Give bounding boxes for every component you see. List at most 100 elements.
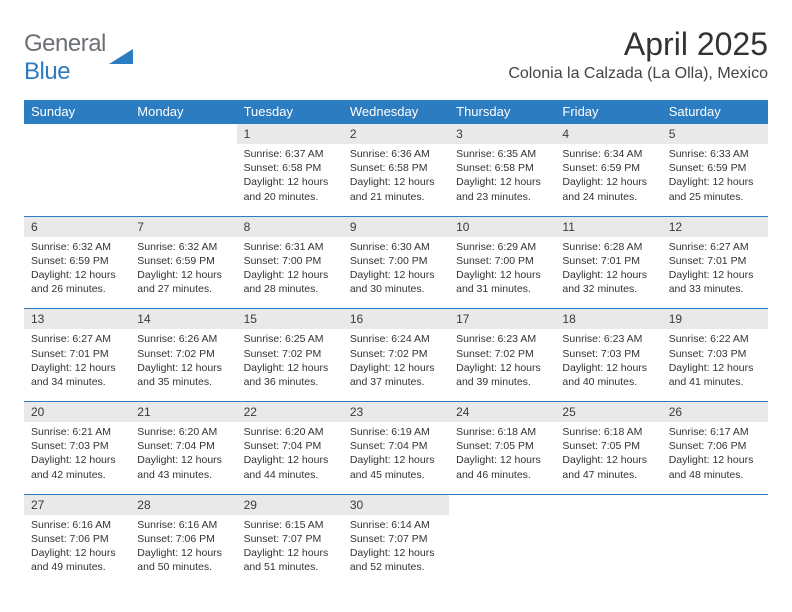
- day-number-cell: 12: [662, 216, 768, 237]
- daylight-line: Daylight: 12 hours and 30 minutes.: [350, 268, 442, 296]
- sunrise-line: Sunrise: 6:32 AM: [31, 240, 123, 254]
- day-content-cell: Sunrise: 6:23 AMSunset: 7:02 PMDaylight:…: [449, 329, 555, 401]
- daylight-line: Daylight: 12 hours and 45 minutes.: [350, 453, 442, 481]
- sunset-line: Sunset: 7:04 PM: [137, 439, 229, 453]
- sunrise-line: Sunrise: 6:32 AM: [137, 240, 229, 254]
- sunrise-line: Sunrise: 6:33 AM: [669, 147, 761, 161]
- day-content-cell: Sunrise: 6:31 AMSunset: 7:00 PMDaylight:…: [237, 237, 343, 309]
- daylight-line: Daylight: 12 hours and 28 minutes.: [244, 268, 336, 296]
- day-number-cell: 14: [130, 309, 236, 330]
- sunset-line: Sunset: 7:03 PM: [669, 347, 761, 361]
- daylight-line: Daylight: 12 hours and 50 minutes.: [137, 546, 229, 574]
- brand-part1: General: [24, 30, 106, 57]
- day-number-cell: 6: [24, 216, 130, 237]
- daylight-line: Daylight: 12 hours and 33 minutes.: [669, 268, 761, 296]
- day-content-cell: Sunrise: 6:26 AMSunset: 7:02 PMDaylight:…: [130, 329, 236, 401]
- title-block: April 2025 Colonia la Calzada (La Olla),…: [508, 26, 768, 83]
- sunrise-line: Sunrise: 6:35 AM: [456, 147, 548, 161]
- weekday-header: Monday: [130, 100, 236, 124]
- day-number-cell: 27: [24, 494, 130, 515]
- weekday-header: Saturday: [662, 100, 768, 124]
- daylight-line: Daylight: 12 hours and 41 minutes.: [669, 361, 761, 389]
- day-content-row: Sunrise: 6:16 AMSunset: 7:06 PMDaylight:…: [24, 515, 768, 587]
- daylight-line: Daylight: 12 hours and 48 minutes.: [669, 453, 761, 481]
- day-number-cell: 10: [449, 216, 555, 237]
- day-number-cell: 13: [24, 309, 130, 330]
- brand-triangle-icon: [109, 46, 135, 71]
- day-number-cell: 23: [343, 402, 449, 423]
- day-content-cell: [130, 144, 236, 216]
- sunrise-line: Sunrise: 6:19 AM: [350, 425, 442, 439]
- day-content-cell: Sunrise: 6:22 AMSunset: 7:03 PMDaylight:…: [662, 329, 768, 401]
- day-number-cell: [662, 494, 768, 515]
- day-content-cell: Sunrise: 6:18 AMSunset: 7:05 PMDaylight:…: [449, 422, 555, 494]
- day-number-cell: 2: [343, 124, 449, 145]
- calendar-body: 12345 Sunrise: 6:37 AMSunset: 6:58 PMDay…: [24, 124, 768, 587]
- daylight-line: Daylight: 12 hours and 34 minutes.: [31, 361, 123, 389]
- day-content-cell: Sunrise: 6:17 AMSunset: 7:06 PMDaylight:…: [662, 422, 768, 494]
- day-content-cell: Sunrise: 6:29 AMSunset: 7:00 PMDaylight:…: [449, 237, 555, 309]
- day-content-cell: Sunrise: 6:19 AMSunset: 7:04 PMDaylight:…: [343, 422, 449, 494]
- weekday-header: Friday: [555, 100, 661, 124]
- sunset-line: Sunset: 7:02 PM: [350, 347, 442, 361]
- day-content-cell: [662, 515, 768, 587]
- calendar-table: Sunday Monday Tuesday Wednesday Thursday…: [24, 100, 768, 586]
- daylight-line: Daylight: 12 hours and 47 minutes.: [562, 453, 654, 481]
- sunrise-line: Sunrise: 6:37 AM: [244, 147, 336, 161]
- sunset-line: Sunset: 7:01 PM: [562, 254, 654, 268]
- day-content-cell: Sunrise: 6:23 AMSunset: 7:03 PMDaylight:…: [555, 329, 661, 401]
- day-number-cell: [449, 494, 555, 515]
- daylight-line: Daylight: 12 hours and 36 minutes.: [244, 361, 336, 389]
- sunset-line: Sunset: 7:00 PM: [350, 254, 442, 268]
- day-content-cell: Sunrise: 6:36 AMSunset: 6:58 PMDaylight:…: [343, 144, 449, 216]
- sunset-line: Sunset: 6:58 PM: [244, 161, 336, 175]
- day-number-cell: [555, 494, 661, 515]
- sunrise-line: Sunrise: 6:27 AM: [31, 332, 123, 346]
- day-number-cell: [24, 124, 130, 145]
- sunrise-line: Sunrise: 6:21 AM: [31, 425, 123, 439]
- daylight-line: Daylight: 12 hours and 40 minutes.: [562, 361, 654, 389]
- sunset-line: Sunset: 7:03 PM: [31, 439, 123, 453]
- daylight-line: Daylight: 12 hours and 20 minutes.: [244, 175, 336, 203]
- sunrise-line: Sunrise: 6:20 AM: [244, 425, 336, 439]
- day-number-row: 27282930: [24, 494, 768, 515]
- sunrise-line: Sunrise: 6:24 AM: [350, 332, 442, 346]
- sunrise-line: Sunrise: 6:16 AM: [137, 518, 229, 532]
- day-number-cell: [130, 124, 236, 145]
- daylight-line: Daylight: 12 hours and 37 minutes.: [350, 361, 442, 389]
- day-number-cell: 25: [555, 402, 661, 423]
- header: General Blue April 2025 Colonia la Calza…: [24, 26, 768, 86]
- daylight-line: Daylight: 12 hours and 26 minutes.: [31, 268, 123, 296]
- brand-logo: General Blue: [24, 26, 135, 86]
- day-number-row: 20212223242526: [24, 402, 768, 423]
- day-content-cell: [555, 515, 661, 587]
- day-content-cell: Sunrise: 6:27 AMSunset: 7:01 PMDaylight:…: [24, 329, 130, 401]
- day-number-row: 6789101112: [24, 216, 768, 237]
- location-text: Colonia la Calzada (La Olla), Mexico: [508, 65, 768, 83]
- daylight-line: Daylight: 12 hours and 27 minutes.: [137, 268, 229, 296]
- day-content-cell: Sunrise: 6:24 AMSunset: 7:02 PMDaylight:…: [343, 329, 449, 401]
- sunrise-line: Sunrise: 6:27 AM: [669, 240, 761, 254]
- day-number-cell: 11: [555, 216, 661, 237]
- sunrise-line: Sunrise: 6:26 AM: [137, 332, 229, 346]
- daylight-line: Daylight: 12 hours and 32 minutes.: [562, 268, 654, 296]
- sunset-line: Sunset: 6:59 PM: [562, 161, 654, 175]
- sunset-line: Sunset: 7:00 PM: [244, 254, 336, 268]
- sunrise-line: Sunrise: 6:22 AM: [669, 332, 761, 346]
- day-number-cell: 21: [130, 402, 236, 423]
- sunrise-line: Sunrise: 6:28 AM: [562, 240, 654, 254]
- day-content-cell: [24, 144, 130, 216]
- daylight-line: Daylight: 12 hours and 46 minutes.: [456, 453, 548, 481]
- sunset-line: Sunset: 7:02 PM: [456, 347, 548, 361]
- sunset-line: Sunset: 7:05 PM: [562, 439, 654, 453]
- day-content-cell: Sunrise: 6:14 AMSunset: 7:07 PMDaylight:…: [343, 515, 449, 587]
- sunrise-line: Sunrise: 6:18 AM: [562, 425, 654, 439]
- daylight-line: Daylight: 12 hours and 52 minutes.: [350, 546, 442, 574]
- day-content-row: Sunrise: 6:21 AMSunset: 7:03 PM Daylight:…: [24, 422, 768, 494]
- sunset-line: Sunset: 6:59 PM: [31, 254, 123, 268]
- day-number-cell: 1: [237, 124, 343, 145]
- brand-part2: Blue: [24, 58, 70, 85]
- day-number-cell: 4: [555, 124, 661, 145]
- sunrise-line: Sunrise: 6:23 AM: [456, 332, 548, 346]
- sunrise-line: Sunrise: 6:31 AM: [244, 240, 336, 254]
